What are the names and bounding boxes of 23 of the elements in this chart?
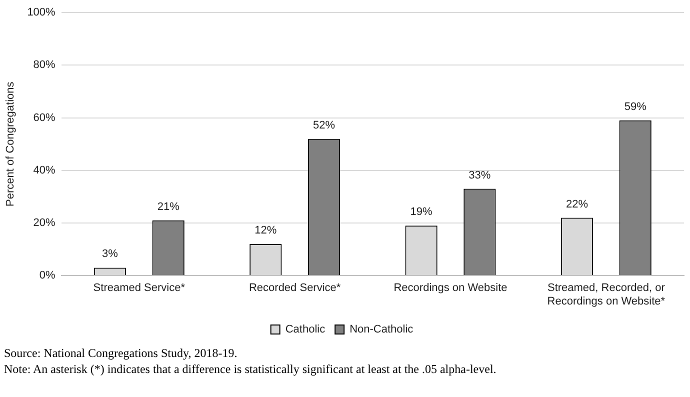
data-label: 59% (624, 100, 647, 113)
x-tick-label: Recorded Service* (248, 282, 342, 294)
data-label: 19% (410, 206, 433, 218)
data-label: 3% (102, 248, 118, 260)
legend-label: Non-Catholic (350, 324, 414, 336)
data-label: 21% (157, 200, 180, 213)
data-label: 22% (566, 198, 588, 210)
source-note: Source: National Congregations Study, 2018-19. (4, 345, 238, 361)
y-tick-label: 0% (39, 270, 56, 282)
y-tick-label: 80% (33, 59, 56, 72)
x-tick-label: Streamed, Recorded, or Recordings on Website* (547, 282, 666, 308)
x-tick-label: Streamed Service* (93, 282, 186, 294)
x-tick-label: Recordings on Website (394, 282, 508, 294)
data-label: 52% (313, 119, 336, 132)
data-label: 33% (468, 169, 491, 182)
y-tick-label: 60% (33, 112, 56, 124)
legend-label: Catholic (285, 324, 326, 336)
y-tick-label: 20% (33, 217, 56, 230)
y-tick-label: 40% (33, 164, 56, 176)
data-label: 12% (254, 224, 277, 237)
y-tick-label: 100% (27, 6, 56, 19)
y-axis-title: Percent of Congregations (4, 81, 17, 206)
text: Note: An asterisk (*) indicates that a difference is statistically significant at least at the .05 alpha-level. (4, 361, 498, 377)
